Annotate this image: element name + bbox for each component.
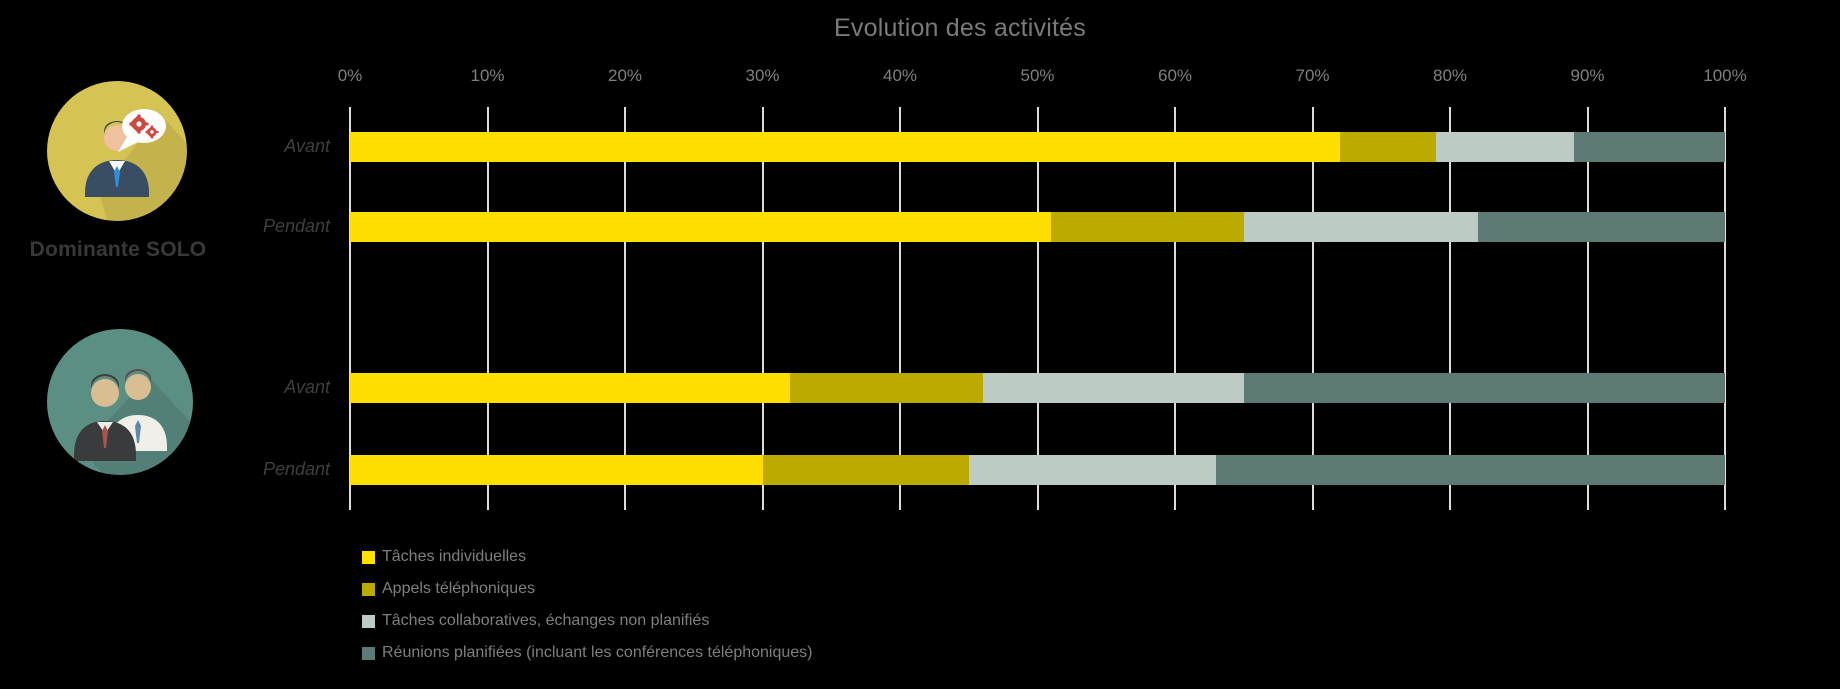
bar-row <box>350 373 1725 403</box>
legend-swatch-icon <box>362 615 375 628</box>
legend-swatch-icon <box>362 583 375 596</box>
legend-swatch-icon <box>362 647 375 660</box>
category-label: Pendant <box>262 216 330 236</box>
legend-item: Appels téléphoniques <box>362 580 813 599</box>
gridline <box>1174 107 1176 510</box>
bar-segment <box>982 373 1244 403</box>
gears-icon <box>129 114 159 139</box>
category-label: Avant <box>284 377 330 397</box>
x-tick-label: 90% <box>1570 66 1605 85</box>
x-tick-label: 40% <box>882 66 918 85</box>
legend-item: Réunions planifiées (incluant les confér… <box>362 644 813 663</box>
bar-segment <box>350 373 790 403</box>
bar-segment <box>762 455 969 485</box>
x-tick-label: 20% <box>607 66 643 85</box>
bar-row <box>350 132 1725 162</box>
gridline <box>1311 107 1314 510</box>
bar-segment <box>350 212 1052 242</box>
x-tick-label: 70% <box>1295 66 1330 85</box>
person-front <box>74 374 136 461</box>
legend-item: Tâches individuelles <box>362 548 813 567</box>
bar-segment <box>1243 373 1725 403</box>
x-tick-label: 100% <box>1703 66 1747 85</box>
gridline <box>1036 107 1039 510</box>
bar-segment <box>1436 132 1574 162</box>
x-tick-label: 10% <box>470 66 505 85</box>
bar-segment <box>350 455 763 485</box>
bar-segment <box>1477 212 1725 242</box>
tie <box>114 166 120 187</box>
category-label: Avant <box>284 136 330 156</box>
team-icon <box>47 329 193 475</box>
legend-label: Appels téléphoniques <box>382 580 536 597</box>
legend: Tâches individuelles Appels téléphoniques… <box>362 548 813 676</box>
gridline <box>761 107 764 510</box>
x-tick-label: 60% <box>1157 66 1193 85</box>
bar-segment <box>1216 455 1725 485</box>
bar-segment <box>790 373 983 403</box>
x-tick-label: 30% <box>745 66 780 85</box>
legend-label: Tâches individuelles <box>382 548 527 565</box>
solo-group-label: Dominante SOLO <box>29 238 207 261</box>
category-label: Pendant <box>262 459 330 479</box>
x-tick-label: 50% <box>1020 66 1055 85</box>
gridline <box>1586 107 1589 510</box>
gridline <box>1724 107 1726 510</box>
gridline <box>624 107 626 510</box>
legend-label: Tâches collaboratives, échanges non plan… <box>382 612 710 629</box>
badge-shadow <box>99 114 187 221</box>
bar-segment <box>1340 132 1437 162</box>
x-tick-label: 0% <box>337 66 363 85</box>
legend-item: Tâches collaboratives, échanges non plan… <box>362 612 813 631</box>
bar-segment <box>350 132 1340 162</box>
gridline <box>1449 107 1451 510</box>
legend-label: Réunions planifiées (incluant les confér… <box>382 644 813 661</box>
bar-segment <box>1051 212 1244 242</box>
bar-segment <box>968 455 1217 485</box>
solo-worker-icon <box>47 81 187 221</box>
bar-row <box>350 455 1725 485</box>
bar-segment <box>1243 212 1478 242</box>
gridline <box>349 107 351 510</box>
x-tick-label: 80% <box>1432 66 1468 85</box>
chart-title: Evolution des activités <box>834 14 1086 42</box>
legend-swatch-icon <box>362 551 375 564</box>
gridline <box>899 107 901 510</box>
bar-segment <box>1573 132 1725 162</box>
bar-row <box>350 212 1725 242</box>
speech-bubble-tail <box>118 137 140 152</box>
gridline <box>486 107 489 510</box>
